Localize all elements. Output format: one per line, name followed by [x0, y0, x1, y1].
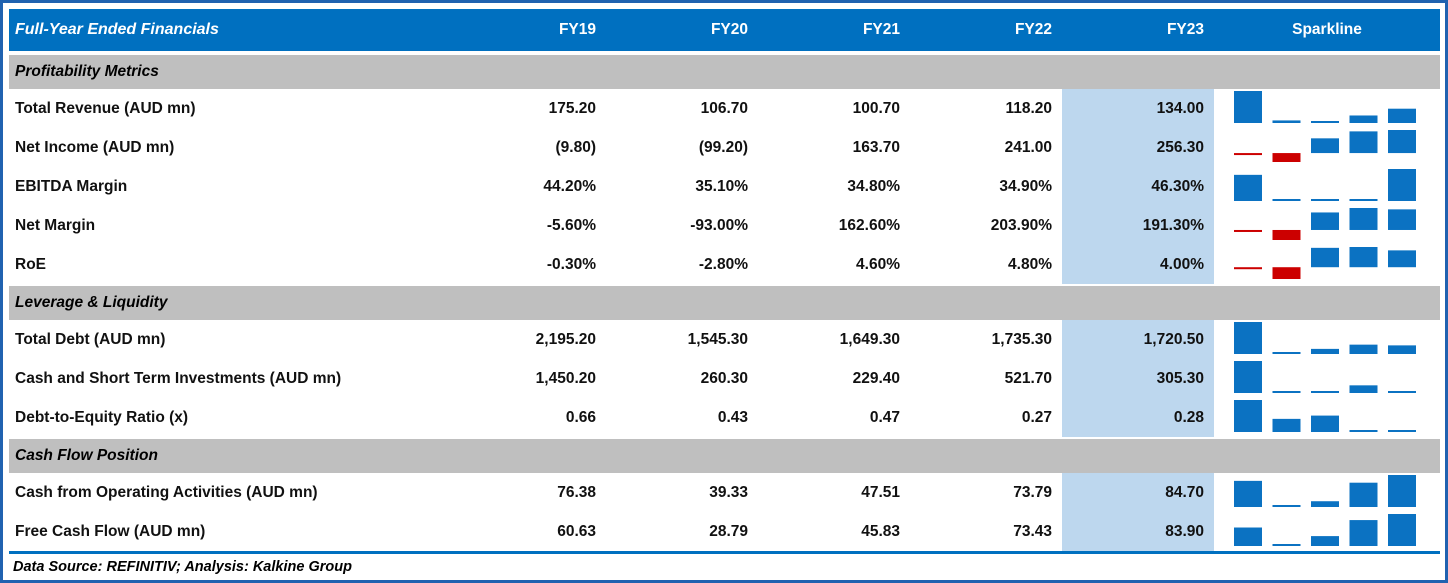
table-row: Total Revenue (AUD mn) 175.20 106.70 100… — [9, 89, 1440, 128]
col-header-fy20: FY20 — [710, 21, 748, 38]
cell-fy20: 106.70 — [700, 99, 748, 117]
cell-fy23-highlighted: 4.00% — [1062, 245, 1214, 284]
table-row: Net Income (AUD mn) (9.80) (99.20) 163.7… — [9, 128, 1440, 167]
cell-fy19: 175.20 — [548, 99, 596, 117]
cell-fy20: 39.33 — [709, 483, 748, 501]
col-header-fy22: FY22 — [1014, 21, 1052, 38]
cell-fy21: 47.51 — [861, 483, 900, 501]
cell-fy20: 28.79 — [709, 522, 748, 540]
cell-fy23-highlighted: 83.90 — [1062, 512, 1214, 551]
cell-fy19: 2,195.20 — [535, 330, 596, 348]
cell-fy19: -0.30% — [546, 255, 596, 273]
cell-fy19: 76.38 — [557, 483, 596, 501]
cell-fy23-highlighted: 305.30 — [1062, 359, 1214, 398]
row-label: Debt-to-Equity Ratio (x) — [15, 408, 189, 426]
cell-fy23-highlighted: 0.28 — [1062, 398, 1214, 437]
cell-fy21: 229.40 — [852, 369, 900, 387]
row-label: Free Cash Flow (AUD mn) — [15, 522, 206, 540]
cell-fy21: 162.60% — [838, 216, 900, 234]
col-header-fy19: FY19 — [558, 21, 596, 38]
table-row: EBITDA Margin 44.20% 35.10% 34.80% 34.90… — [9, 167, 1440, 206]
cell-fy23-highlighted: 84.70 — [1062, 473, 1214, 512]
row-label: Net Income (AUD mn) — [15, 138, 175, 156]
sparkline-chart — [1214, 473, 1440, 512]
cell-fy21: 0.47 — [869, 408, 900, 426]
col-header-fy21: FY21 — [862, 21, 900, 38]
header-row: Full-Year Ended Financials FY19 FY20 FY2… — [9, 9, 1440, 51]
sparkline-chart — [1214, 512, 1440, 551]
row-label: RoE — [15, 255, 46, 273]
row-label: Net Margin — [15, 216, 96, 234]
cell-fy22: 521.70 — [1004, 369, 1052, 387]
col-header-fy23: FY23 — [1166, 21, 1204, 38]
cell-fy23-highlighted: 46.30% — [1062, 167, 1214, 206]
table-row: Debt-to-Equity Ratio (x) 0.66 0.43 0.47 … — [9, 398, 1440, 437]
sparkline-chart — [1214, 206, 1440, 245]
cell-fy20: -93.00% — [690, 216, 748, 234]
cell-fy19: 1,450.20 — [535, 369, 596, 387]
sparkline-chart — [1214, 167, 1440, 206]
table-row: Cash from Operating Activities (AUD mn) … — [9, 473, 1440, 512]
row-label: Total Debt (AUD mn) — [15, 330, 166, 348]
cell-fy19: 0.66 — [565, 408, 596, 426]
cell-fy21: 45.83 — [861, 522, 900, 540]
cell-fy22: 203.90% — [990, 216, 1052, 234]
row-label: Cash from Operating Activities (AUD mn) — [15, 483, 318, 501]
cell-fy20: 260.30 — [700, 369, 748, 387]
table-title: Full-Year Ended Financials — [15, 21, 219, 38]
cell-fy22: 1,735.30 — [991, 330, 1052, 348]
cell-fy21: 34.80% — [847, 177, 900, 195]
cell-fy20: 35.10% — [695, 177, 748, 195]
cell-fy19: 44.20% — [543, 177, 596, 195]
sparkline-chart — [1214, 245, 1440, 284]
table-row: Net Margin -5.60% -93.00% 162.60% 203.90… — [9, 206, 1440, 245]
cell-fy23-highlighted: 256.30 — [1062, 128, 1214, 167]
sparkline-chart — [1214, 359, 1440, 398]
cell-fy21: 4.60% — [856, 255, 900, 273]
section-band-cashflow: Cash Flow Position — [9, 439, 1440, 473]
cell-fy22: 241.00 — [1004, 138, 1052, 156]
table-row: Total Debt (AUD mn) 2,195.20 1,545.30 1,… — [9, 320, 1440, 359]
cell-fy19: 60.63 — [557, 522, 596, 540]
sparkline-chart — [1214, 89, 1440, 128]
cell-fy22: 73.79 — [1013, 483, 1052, 501]
table-row: Free Cash Flow (AUD mn) 60.63 28.79 45.8… — [9, 512, 1440, 551]
cell-fy22: 34.90% — [999, 177, 1052, 195]
cell-fy20: 0.43 — [717, 408, 748, 426]
row-label: EBITDA Margin — [15, 177, 128, 195]
cell-fy22: 0.27 — [1021, 408, 1052, 426]
cell-fy22: 4.80% — [1008, 255, 1052, 273]
cell-fy22: 118.20 — [1005, 99, 1052, 117]
sparkline-chart — [1214, 320, 1440, 359]
cell-fy19: (9.80) — [555, 138, 597, 156]
source-note: Data Source: REFINITIV; Analysis: Kalkin… — [9, 551, 1440, 580]
cell-fy21: 163.70 — [852, 138, 900, 156]
table-row: RoE -0.30% -2.80% 4.60% 4.80% 4.00% — [9, 245, 1440, 284]
cell-fy20: -2.80% — [698, 255, 748, 273]
cell-fy19: -5.60% — [546, 216, 596, 234]
cell-fy23-highlighted: 191.30% — [1062, 206, 1214, 245]
cell-fy23-highlighted: 1,720.50 — [1062, 320, 1214, 359]
sparkline-chart — [1214, 398, 1440, 437]
section-band-leverage: Leverage & Liquidity — [9, 286, 1440, 320]
cell-fy23-highlighted: 134.00 — [1062, 89, 1214, 128]
sparkline-chart — [1214, 128, 1440, 167]
cell-fy22: 73.43 — [1013, 522, 1052, 540]
row-label: Total Revenue (AUD mn) — [15, 99, 196, 117]
cell-fy20: (99.20) — [698, 138, 748, 156]
table-row: Cash and Short Term Investments (AUD mn)… — [9, 359, 1440, 398]
cell-fy20: 1,545.30 — [687, 330, 748, 348]
col-header-sparkline: Sparkline — [1292, 21, 1362, 38]
cell-fy21: 1,649.30 — [839, 330, 900, 348]
row-label: Cash and Short Term Investments (AUD mn) — [15, 369, 342, 387]
section-band-profitability: Profitability Metrics — [9, 55, 1440, 89]
cell-fy21: 100.70 — [852, 99, 900, 117]
